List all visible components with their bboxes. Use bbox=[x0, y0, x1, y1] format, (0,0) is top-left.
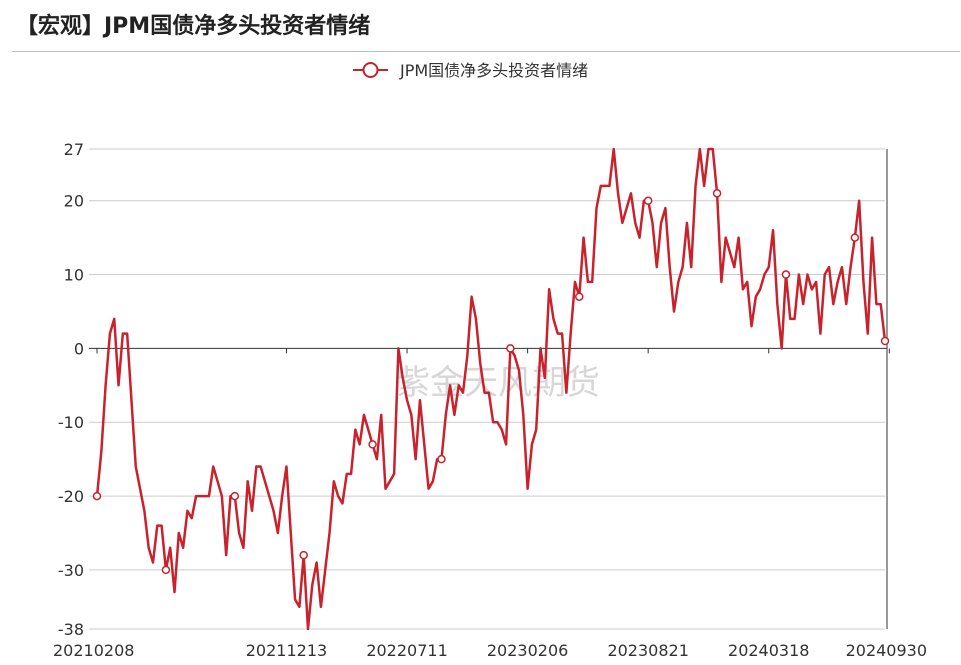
x-tick-label: 20220711 bbox=[366, 641, 447, 660]
data-point[interactable] bbox=[92, 491, 102, 501]
data-point[interactable] bbox=[880, 336, 890, 346]
y-tick-label: -38 bbox=[58, 620, 84, 639]
data-point[interactable] bbox=[506, 344, 515, 353]
grid-lines bbox=[89, 148, 885, 630]
data-point[interactable] bbox=[781, 270, 791, 279]
title-divider bbox=[12, 51, 960, 52]
series-layer bbox=[92, 147, 890, 631]
data-point[interactable] bbox=[299, 550, 308, 560]
x-tick-label: 20240318 bbox=[728, 641, 809, 660]
data-point[interactable] bbox=[712, 189, 722, 198]
page-title: 【宏观】JPM国债净多头投资者情绪 bbox=[16, 14, 371, 39]
x-tick-label: 20211213 bbox=[246, 641, 327, 660]
data-point[interactable] bbox=[230, 491, 240, 501]
x-tick-label: 20230206 bbox=[487, 641, 568, 660]
data-point[interactable] bbox=[161, 565, 171, 575]
y-tick-label: 20 bbox=[64, 192, 84, 211]
x-tick-label: 20210208 bbox=[53, 641, 134, 660]
data-point[interactable] bbox=[850, 233, 860, 242]
y-tick-label: 27 bbox=[64, 140, 84, 159]
data-point[interactable] bbox=[575, 292, 584, 301]
data-point[interactable] bbox=[368, 440, 377, 449]
legend-label: JPM国债净多头投资者情绪 bbox=[399, 61, 588, 80]
legend-marker bbox=[362, 62, 379, 78]
y-tick-label: -30 bbox=[58, 561, 84, 580]
x-tick-label: 20230821 bbox=[607, 641, 688, 660]
x-tick-label: 20240930 bbox=[846, 641, 927, 660]
y-tick-label: 10 bbox=[64, 266, 84, 285]
series-line bbox=[95, 147, 887, 631]
legend[interactable]: JPM国债净多头投资者情绪 bbox=[353, 61, 588, 80]
y-tick-label: 0 bbox=[74, 339, 84, 358]
y-tick-label: -10 bbox=[58, 413, 84, 432]
axes: 27 20 10 0 -10 -20 -30 -38 20210208 20211213 20220… bbox=[53, 140, 927, 660]
data-point[interactable] bbox=[643, 196, 653, 205]
y-tick-label: -20 bbox=[58, 487, 84, 506]
data-point[interactable] bbox=[437, 454, 446, 464]
watermark: 紫金天风期货 bbox=[396, 363, 600, 403]
